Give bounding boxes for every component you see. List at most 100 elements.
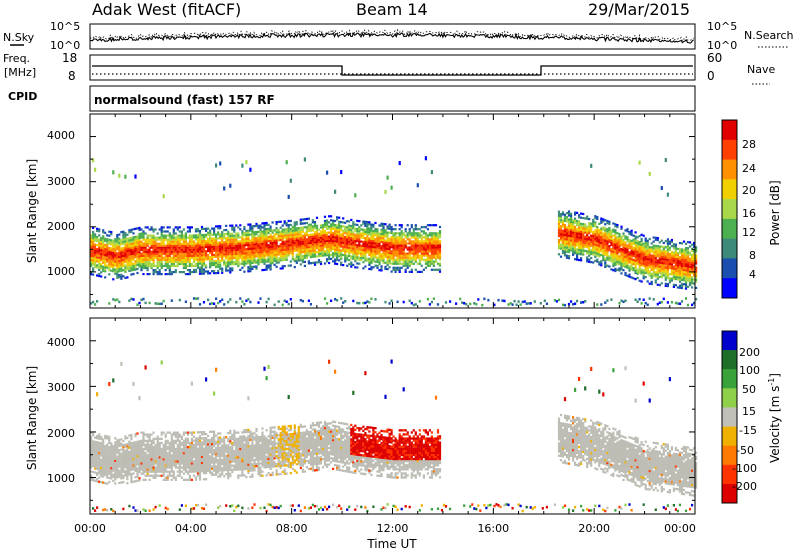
scatter-cell xyxy=(90,460,93,463)
scatter-cell xyxy=(110,231,113,234)
scatter-cell xyxy=(205,252,208,255)
scatter-cell xyxy=(338,216,341,219)
scatter-cell xyxy=(416,246,419,249)
scatter-cell xyxy=(100,236,103,239)
scatter-cell xyxy=(674,253,677,256)
scatter-cell xyxy=(650,268,653,271)
scatter-cell xyxy=(321,246,325,249)
scatter-cell xyxy=(205,241,208,245)
scatter-cell xyxy=(370,262,373,265)
scatter-cell xyxy=(100,267,103,270)
scatter-cell xyxy=(190,262,193,266)
power-ylabel: Slant Range [km] xyxy=(25,159,39,263)
scatter-cell xyxy=(202,268,206,271)
scatter-cell xyxy=(350,224,353,228)
scatter-cell xyxy=(142,252,145,255)
scatter-cell xyxy=(249,270,252,273)
scatter-cell xyxy=(176,246,179,249)
scatter-cell xyxy=(96,453,99,456)
scatter-cell xyxy=(116,260,119,263)
noise-cell xyxy=(202,301,206,304)
scatter-cell xyxy=(215,261,218,264)
scatter-cell xyxy=(602,246,605,249)
scatter-cell xyxy=(565,240,569,243)
noise-cell xyxy=(384,300,387,304)
scatter-cell xyxy=(574,233,577,236)
scatter-cell xyxy=(434,252,438,255)
scatter-cell xyxy=(400,226,403,229)
scatter-cell xyxy=(273,255,276,258)
scatter-cell xyxy=(584,241,587,244)
scatter-cell xyxy=(432,224,435,227)
scatter-cell xyxy=(144,254,147,257)
scatter-cell xyxy=(680,282,684,286)
scatter-cell xyxy=(136,267,139,271)
scatter-cell xyxy=(116,266,119,269)
scatter-cell xyxy=(192,246,196,249)
scatter-cell xyxy=(336,256,339,259)
scatter-cell xyxy=(670,267,673,270)
scatter-cell xyxy=(402,234,405,237)
scatter-cell xyxy=(271,262,274,265)
scatter-cell xyxy=(624,235,627,238)
scatter-cell xyxy=(680,276,684,279)
scatter-cell xyxy=(92,261,95,264)
scatter-cell xyxy=(217,241,220,244)
scatter-cell xyxy=(319,246,323,249)
scatter-cell xyxy=(92,440,95,443)
freq-unit-label: [MHz] xyxy=(4,66,36,79)
scatter-cell xyxy=(684,242,688,245)
scatter-cell xyxy=(656,251,659,254)
scatter-cell xyxy=(630,231,633,234)
scatter-cell xyxy=(323,242,327,245)
scatter-cell xyxy=(378,232,381,235)
scatter-cell xyxy=(287,244,290,247)
scatter-cell xyxy=(291,241,294,245)
scatter-cell xyxy=(295,255,298,258)
scatter-cell xyxy=(344,229,347,233)
scatter-cell xyxy=(319,252,323,255)
scatter-cell xyxy=(277,235,280,238)
scatter-cell xyxy=(225,257,228,260)
scatter-cell xyxy=(596,226,599,229)
scatter-cell xyxy=(618,243,621,246)
scatter-cell xyxy=(180,232,183,235)
scatter-cell xyxy=(285,256,288,259)
scatter-cell xyxy=(398,252,401,255)
power-heatmap-cells xyxy=(90,156,698,307)
scatter-cell xyxy=(219,247,222,250)
scatter-cell xyxy=(188,242,191,245)
scatter-cell xyxy=(192,252,196,255)
scatter-cell xyxy=(372,229,375,232)
scatter-cell xyxy=(628,255,631,258)
scatter-cell xyxy=(321,236,325,239)
scatter-cell xyxy=(666,254,669,257)
noise-cell xyxy=(408,299,411,302)
scatter-cell xyxy=(590,163,593,168)
scatter-cell xyxy=(328,239,331,242)
scatter-cell xyxy=(588,232,591,235)
scatter-cell xyxy=(561,219,565,222)
scatter-cell xyxy=(188,271,191,274)
scatter-cell xyxy=(96,471,99,475)
scatter-cell xyxy=(400,248,403,251)
scatter-cell xyxy=(388,252,391,255)
scatter-cell xyxy=(598,263,601,266)
noise-cell xyxy=(118,300,121,304)
scatter-cell xyxy=(249,255,252,258)
scatter-cell xyxy=(241,244,244,247)
scatter-cell xyxy=(186,256,189,259)
scatter-cell xyxy=(600,264,603,267)
noise-cell xyxy=(267,297,270,301)
scatter-cell xyxy=(652,240,655,243)
scatter-cell xyxy=(100,446,103,449)
scatter-cell xyxy=(225,228,228,232)
scatter-cell xyxy=(592,261,595,264)
scatter-cell xyxy=(120,231,123,234)
scatter-cell xyxy=(340,225,343,228)
scatter-cell xyxy=(249,241,252,244)
scatter-cell xyxy=(247,233,250,236)
scatter-cell xyxy=(323,229,327,233)
scatter-cell xyxy=(330,239,333,242)
scatter-cell xyxy=(96,449,99,452)
